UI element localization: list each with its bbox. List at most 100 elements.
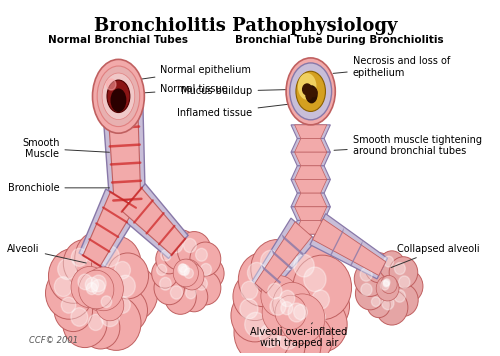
- Polygon shape: [291, 125, 331, 138]
- Text: Normal Bronchial Tubes: Normal Bronchial Tubes: [48, 35, 188, 45]
- Ellipse shape: [97, 66, 140, 127]
- Circle shape: [284, 244, 338, 303]
- Polygon shape: [272, 250, 292, 269]
- Circle shape: [384, 279, 390, 286]
- Circle shape: [234, 300, 292, 356]
- Circle shape: [180, 265, 190, 276]
- Circle shape: [72, 248, 88, 266]
- Polygon shape: [107, 90, 141, 200]
- Circle shape: [92, 279, 105, 295]
- Circle shape: [380, 277, 396, 294]
- Circle shape: [100, 246, 119, 267]
- Ellipse shape: [298, 73, 316, 100]
- Circle shape: [116, 297, 130, 313]
- Polygon shape: [255, 222, 312, 293]
- Circle shape: [372, 297, 380, 307]
- Circle shape: [298, 297, 347, 352]
- Circle shape: [92, 236, 141, 290]
- Circle shape: [379, 251, 405, 279]
- Ellipse shape: [302, 84, 312, 95]
- Circle shape: [280, 294, 325, 344]
- Circle shape: [81, 277, 110, 308]
- Ellipse shape: [92, 59, 144, 133]
- Circle shape: [54, 289, 92, 331]
- Circle shape: [186, 287, 196, 299]
- Circle shape: [58, 259, 76, 279]
- Circle shape: [260, 324, 281, 347]
- Circle shape: [54, 277, 72, 297]
- Circle shape: [275, 295, 306, 330]
- Polygon shape: [291, 166, 331, 179]
- Polygon shape: [252, 218, 316, 295]
- Circle shape: [175, 260, 196, 282]
- Text: Alveoli: Alveoli: [7, 244, 86, 263]
- Circle shape: [74, 230, 126, 287]
- Circle shape: [271, 241, 318, 292]
- Circle shape: [294, 304, 308, 320]
- Circle shape: [100, 306, 119, 327]
- Circle shape: [46, 267, 93, 319]
- Text: Smooth
Muscle: Smooth Muscle: [22, 138, 110, 159]
- Circle shape: [249, 312, 306, 356]
- Circle shape: [84, 272, 121, 312]
- Circle shape: [116, 275, 136, 297]
- Circle shape: [280, 250, 297, 269]
- Circle shape: [114, 261, 130, 279]
- Circle shape: [174, 259, 201, 288]
- Circle shape: [394, 263, 406, 274]
- Circle shape: [160, 277, 171, 290]
- Circle shape: [365, 253, 392, 283]
- Ellipse shape: [107, 80, 130, 112]
- Circle shape: [388, 284, 418, 316]
- Circle shape: [389, 257, 418, 288]
- Text: Normal epithelium: Normal epithelium: [141, 65, 252, 79]
- Circle shape: [278, 327, 298, 349]
- Circle shape: [196, 248, 207, 261]
- Circle shape: [178, 231, 211, 269]
- Circle shape: [367, 292, 390, 318]
- Text: Collapsed alveoli: Collapsed alveoli: [391, 244, 480, 268]
- Polygon shape: [118, 184, 188, 258]
- Circle shape: [304, 281, 350, 331]
- Polygon shape: [294, 207, 327, 220]
- Circle shape: [370, 258, 380, 269]
- Polygon shape: [291, 220, 331, 234]
- Circle shape: [233, 272, 277, 320]
- Circle shape: [156, 244, 182, 274]
- Circle shape: [244, 312, 266, 336]
- Circle shape: [195, 257, 224, 289]
- Circle shape: [376, 276, 399, 301]
- Polygon shape: [312, 219, 386, 276]
- Circle shape: [382, 297, 394, 310]
- Text: Alveoli over-inflated
with trapped air: Alveoli over-inflated with trapped air: [250, 323, 348, 348]
- Circle shape: [376, 290, 408, 325]
- Circle shape: [270, 298, 286, 315]
- Ellipse shape: [306, 93, 312, 100]
- Circle shape: [64, 240, 106, 287]
- Circle shape: [84, 267, 124, 311]
- Text: Necrosis and loss of
epithelium: Necrosis and loss of epithelium: [333, 56, 450, 78]
- Circle shape: [251, 240, 304, 298]
- Circle shape: [106, 265, 158, 321]
- Circle shape: [394, 290, 406, 302]
- Ellipse shape: [111, 89, 126, 111]
- Circle shape: [62, 299, 107, 347]
- Circle shape: [170, 286, 182, 299]
- Circle shape: [248, 262, 266, 283]
- Circle shape: [190, 271, 221, 305]
- Ellipse shape: [102, 73, 135, 120]
- Ellipse shape: [296, 71, 326, 111]
- Polygon shape: [294, 220, 327, 234]
- Circle shape: [108, 289, 148, 332]
- Circle shape: [62, 297, 76, 313]
- Polygon shape: [294, 193, 327, 207]
- Polygon shape: [294, 166, 327, 179]
- Circle shape: [238, 252, 288, 307]
- Text: Normal tissue: Normal tissue: [139, 84, 228, 94]
- Polygon shape: [291, 179, 331, 193]
- Circle shape: [156, 264, 166, 276]
- Circle shape: [180, 266, 188, 275]
- Circle shape: [380, 276, 396, 294]
- Circle shape: [241, 281, 258, 299]
- Circle shape: [164, 279, 196, 314]
